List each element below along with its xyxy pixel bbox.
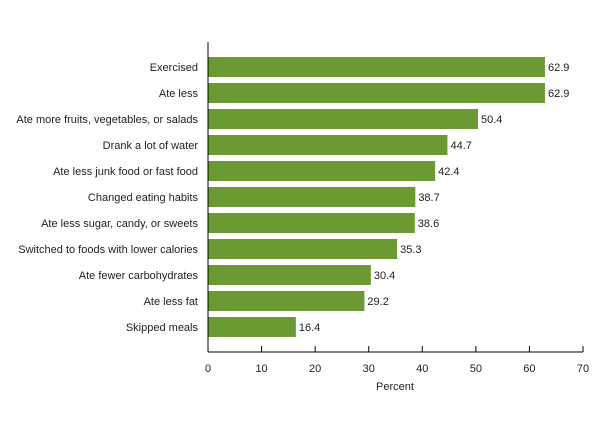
x-tick-label: 10 — [255, 363, 267, 375]
value-label: 30.4 — [374, 270, 395, 282]
category-label: Ate less sugar, candy, or sweets — [41, 218, 198, 230]
value-label: 29.2 — [367, 296, 388, 308]
category-label: Ate more fruits, vegetables, or salads — [16, 114, 198, 126]
x-ticks: 0 10 20 30 40 50 60 70 — [205, 346, 589, 375]
value-label: 42.4 — [438, 166, 459, 178]
category-label: Ate less fat — [144, 296, 198, 308]
category-label: Changed eating habits — [88, 192, 199, 204]
bar — [208, 317, 296, 337]
bars: Exercised 62.9 Ate less 62.9 Ate more fruits… — [16, 57, 569, 337]
category-label: Skipped meals — [126, 322, 199, 334]
bar — [208, 213, 415, 233]
bar — [208, 291, 365, 311]
value-label: 50.4 — [481, 114, 502, 126]
x-tick-label: 0 — [205, 363, 211, 375]
category-label: Drank a lot of water — [103, 140, 199, 152]
category-label: Ate less junk food or fast food — [53, 166, 198, 178]
value-label: 35.3 — [400, 244, 421, 256]
x-tick-label: 30 — [363, 363, 375, 375]
bar — [208, 83, 545, 103]
x-tick-label: 40 — [416, 363, 428, 375]
bar — [208, 109, 478, 129]
value-label: 62.9 — [548, 62, 569, 74]
category-label: Ate fewer carbohydrates — [79, 270, 199, 282]
category-label: Switched to foods with lower calories — [18, 244, 198, 256]
value-label: 38.7 — [418, 192, 439, 204]
value-label: 16.4 — [299, 322, 320, 334]
x-tick-label: 20 — [309, 363, 321, 375]
category-label: Ate less — [159, 88, 199, 100]
x-tick-label: 70 — [577, 363, 589, 375]
bar — [208, 161, 436, 181]
bar — [208, 239, 398, 259]
bar — [208, 57, 545, 77]
x-tick-label: 50 — [470, 363, 482, 375]
bar — [208, 135, 448, 155]
value-label: 38.6 — [418, 218, 439, 230]
category-label: Exercised — [150, 62, 198, 74]
bar — [208, 187, 416, 207]
x-tick-label: 60 — [523, 363, 535, 375]
value-label: 62.9 — [548, 88, 569, 100]
x-axis-label: Percent — [376, 381, 414, 393]
value-label: 44.7 — [450, 140, 471, 152]
bar — [208, 265, 371, 285]
